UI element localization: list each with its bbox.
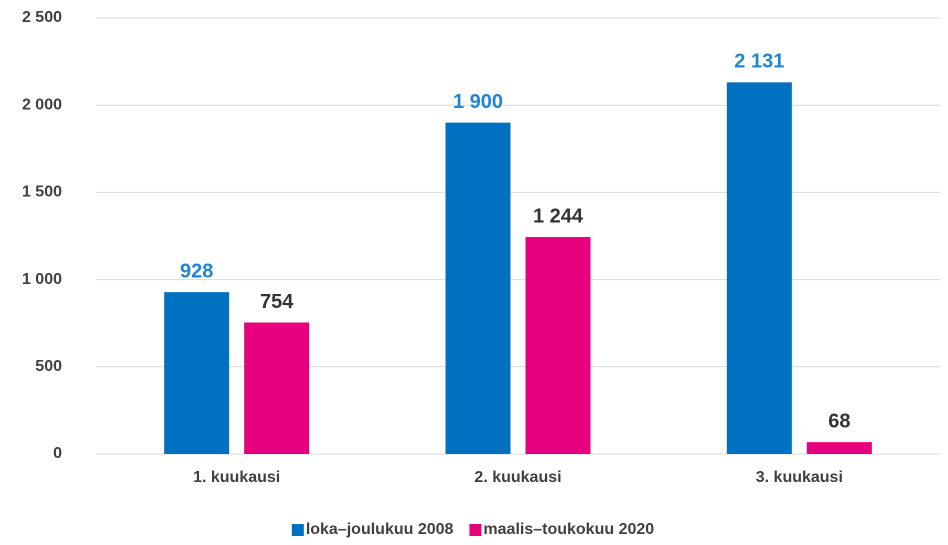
bar (445, 122, 511, 454)
bar (806, 442, 872, 454)
data-label: 2 131 (734, 51, 784, 73)
bar (525, 237, 591, 454)
y-tick-label: 1 500 (22, 184, 62, 201)
data-label: 928 (180, 260, 213, 282)
data-label: 1 900 (453, 91, 503, 113)
y-tick-label: 1 000 (22, 271, 62, 288)
x-tick-label: 1. kuukausi (193, 469, 280, 486)
y-tick-label: 2 500 (22, 9, 62, 26)
legend-label: loka–joulukuu 2008 (306, 521, 454, 538)
data-label: 1 244 (533, 205, 584, 227)
data-label: 68 (828, 410, 850, 432)
legend-label: maalis–toukokuu 2020 (483, 521, 654, 538)
legend-swatch (291, 524, 304, 536)
y-tick-label: 2 000 (22, 96, 62, 113)
x-tick-label: 2. kuukausi (474, 469, 561, 486)
bar (244, 322, 310, 454)
legend-swatch (469, 524, 482, 536)
y-tick-label: 500 (35, 358, 62, 375)
y-tick-label: 0 (53, 445, 62, 462)
bar (726, 82, 792, 454)
bar (164, 292, 230, 454)
x-tick-label: 3. kuukausi (756, 469, 843, 486)
data-label: 754 (260, 291, 294, 313)
